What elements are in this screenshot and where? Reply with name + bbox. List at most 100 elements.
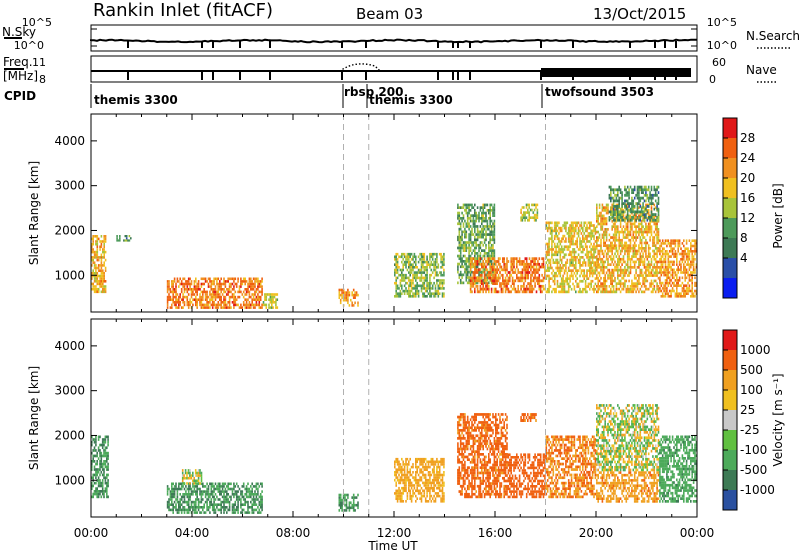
heatmap-cell-1 <box>173 490 176 493</box>
heatmap-cell-7 <box>482 284 484 288</box>
heatmap-cell-9 <box>586 274 588 278</box>
heatmap-cell-12 <box>645 199 647 203</box>
heatmap-cell-11 <box>676 268 678 272</box>
heatmap-cell-1 <box>178 511 180 514</box>
heatmap-cell-9 <box>586 240 588 243</box>
heatmap-cell-9 <box>584 234 587 238</box>
heatmap-cell-6 <box>465 241 468 244</box>
heatmap-cell-10 <box>617 266 619 269</box>
heatmap-cell-2 <box>231 293 234 296</box>
heatmap-cell-9 <box>559 274 562 278</box>
heatmap-cell-9 <box>586 256 588 259</box>
heatmap-cell-11 <box>661 287 664 290</box>
heatmap-cell-12 <box>640 207 643 211</box>
heatmap-cell-12 <box>647 205 650 208</box>
heatmap-cell-0 <box>91 468 93 471</box>
heatmap-cell-6 <box>459 225 462 228</box>
heatmap-cell-1 <box>214 482 217 486</box>
heatmap-cell-10 <box>596 206 598 209</box>
heatmap-cell-12 <box>611 210 613 214</box>
heatmap-cell-10 <box>646 279 649 283</box>
heatmap-cell-1 <box>204 485 207 488</box>
heatmap-cell-5 <box>438 287 441 290</box>
colorbar-tick-label: 28 <box>740 131 755 145</box>
heatmap-cell-7 <box>528 287 531 291</box>
heatmap-cell-10 <box>635 268 637 272</box>
heatmap-cell-0 <box>95 468 97 471</box>
heatmap-cell-9 <box>545 290 548 294</box>
heatmap-cell-0 <box>99 245 101 249</box>
heatmap-cell-7 <box>492 257 494 261</box>
heatmap-cell-9 <box>559 229 562 233</box>
heatmap-cell-6 <box>469 249 472 252</box>
heatmap-cell-11 <box>694 250 696 253</box>
heatmap-cell-1 <box>171 503 173 506</box>
heatmap-cell-6 <box>466 241 469 244</box>
heatmap-cell-6 <box>457 265 459 269</box>
heatmap-cell-5 <box>420 260 423 264</box>
heatmap-cell-7 <box>531 265 534 269</box>
heatmap-cell-11 <box>692 292 695 295</box>
heatmap-cell-9 <box>587 253 590 257</box>
heatmap-cell-0 <box>97 274 100 278</box>
heatmap-cell-9 <box>570 269 573 272</box>
heatmap-cell-0 <box>100 462 103 466</box>
heatmap-cell-9 <box>576 245 578 249</box>
heatmap-cell-7 <box>514 257 517 261</box>
heatmap-cell-9 <box>587 240 590 243</box>
heatmap-cell-1 <box>171 487 173 491</box>
heatmap-cell-7 <box>492 262 494 266</box>
heatmap-cell-2 <box>199 293 201 296</box>
heatmap-cell-0 <box>93 446 96 450</box>
heatmap-cell-9 <box>565 226 567 230</box>
heatmap-cell-9 <box>566 232 569 235</box>
heatmap-cell-5 <box>429 292 431 295</box>
heatmap-cell-6 <box>468 209 470 212</box>
heatmap-cell-10 <box>635 260 637 264</box>
heatmap-cell-9 <box>558 232 560 235</box>
heatmap-cell-5 <box>429 252 431 256</box>
heatmap-cell-10 <box>657 236 660 239</box>
heatmap-cell-9 <box>579 248 581 251</box>
heatmap-cell-5 <box>402 263 404 266</box>
heatmap-cell-1 <box>125 237 128 240</box>
heatmap-cell-12 <box>612 218 615 222</box>
heatmap-cell-2 <box>179 295 181 299</box>
heatmap-cell-9 <box>551 253 553 257</box>
heatmap-cell-2 <box>209 293 211 296</box>
heatmap-cell-7 <box>544 268 546 272</box>
heatmap-cell-9 <box>584 282 587 286</box>
heatmap-cell-10 <box>646 257 649 261</box>
heatmap-cell-11 <box>660 258 663 261</box>
heatmap-cell-11 <box>674 242 677 245</box>
heatmap-cell-0 <box>97 287 100 291</box>
heatmap-cell-10 <box>612 255 615 258</box>
heatmap-cell-2 <box>257 288 259 291</box>
heatmap-cell-2 <box>220 290 222 294</box>
heatmap-cell-11 <box>673 260 675 264</box>
heatmap-cell-10 <box>603 290 605 294</box>
heatmap-cell-11 <box>661 265 664 269</box>
heatmap-cell-9 <box>569 240 571 243</box>
heatmap-cell-10 <box>614 252 616 256</box>
heatmap-cell-3 <box>276 306 279 309</box>
heatmap-cell-11 <box>661 250 664 253</box>
heatmap-cell-12 <box>636 205 639 208</box>
cpid-segment-4: twofsound 3503 <box>545 85 654 99</box>
heatmap-cell-2 <box>241 280 244 283</box>
heatmap-cell-9 <box>582 240 584 243</box>
heatmap-cell-0 <box>93 266 96 270</box>
heatmap-cell-6 <box>490 281 493 285</box>
heatmap-cell-2 <box>210 288 213 291</box>
heatmap-cell-0 <box>93 468 96 471</box>
heatmap-cell-1 <box>192 506 194 509</box>
heatmap-cell-12 <box>643 199 646 203</box>
heatmap-cell-7 <box>516 265 518 269</box>
heatmap-cell-7 <box>475 260 477 263</box>
heatmap-cell-1 <box>196 495 198 499</box>
heatmap-cell-10 <box>656 236 658 239</box>
heatmap-cell-9 <box>584 274 587 278</box>
heatmap-cell-10 <box>656 233 658 237</box>
heatmap-cell-0 <box>99 451 101 455</box>
heatmap-cell-6 <box>483 227 486 231</box>
